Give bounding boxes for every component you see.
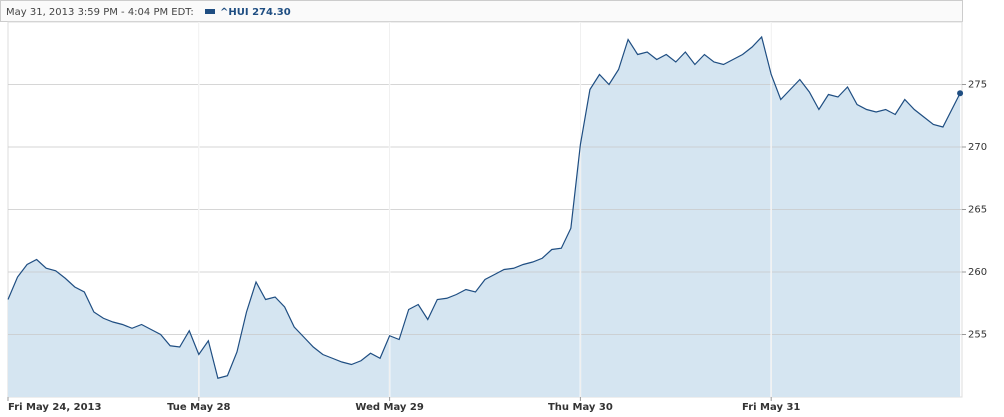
x-tick-label: Thu May 30 (548, 402, 613, 413)
area (8, 37, 961, 397)
x-tick-label: Fri May 31 (742, 402, 800, 413)
line (7, 35, 961, 379)
chart-title: May 31, 2013 3:59 PM - 4:04 PM EDT: (6, 7, 194, 18)
x-tick-label: Wed May 29 (355, 402, 423, 413)
legend-label: ^HUI 274.30 (220, 7, 291, 18)
y-tick-label: 270 (968, 142, 987, 153)
y-tick-label: 275 (968, 80, 987, 91)
x-tick-label: Tue May 28 (167, 402, 230, 413)
y-tick-label: 260 (968, 267, 987, 278)
legend-swatch (205, 9, 215, 14)
last-point (957, 90, 964, 97)
y-tick-label: 265 (968, 205, 987, 216)
x-tick-label: Fri May 24, 2013 (8, 402, 101, 413)
y-tick-label: 255 (968, 330, 987, 341)
